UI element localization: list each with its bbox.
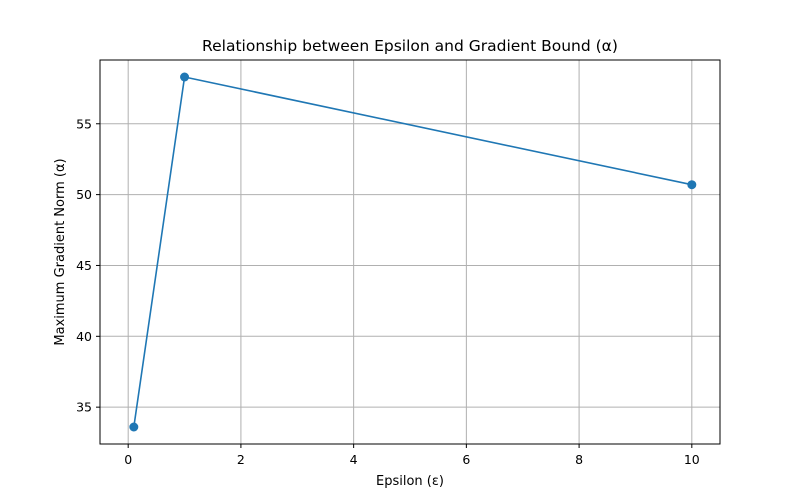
x-tick-label: 8 — [575, 452, 583, 467]
y-axis-label: Maximum Gradient Norm (α) — [53, 158, 68, 345]
x-tick-label: 0 — [124, 452, 132, 467]
data-point — [180, 72, 190, 82]
chart-title: Relationship between Epsilon and Gradien… — [202, 37, 618, 55]
axes: 0 2 4 6 8 10 35 40 45 50 55 — [76, 116, 700, 467]
grid-lines — [100, 60, 720, 444]
x-tick-label: 10 — [684, 452, 700, 467]
x-tick-label: 6 — [462, 452, 470, 467]
series-line — [133, 76, 692, 428]
x-axis-label: Epsilon (ε) — [376, 474, 444, 489]
y-tick-label: 40 — [76, 329, 92, 344]
data-point — [687, 180, 697, 190]
plot-frame — [99, 59, 721, 445]
y-tick-label: 50 — [76, 187, 92, 202]
data-point — [129, 422, 139, 432]
y-tick-label: 35 — [76, 400, 92, 415]
x-tick-label: 2 — [237, 452, 245, 467]
series-layer — [129, 72, 697, 432]
y-tick-label: 45 — [76, 258, 92, 273]
y-tick-label: 55 — [76, 116, 92, 131]
x-tick-label: 4 — [350, 452, 358, 467]
